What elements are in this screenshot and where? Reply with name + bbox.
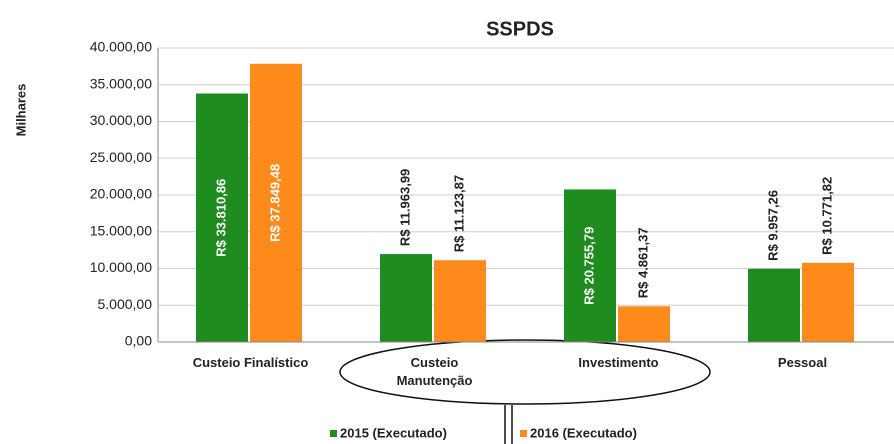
bar (380, 254, 432, 342)
legend-label: 2015 (Executado) (340, 425, 447, 440)
data-label: R$ 10.771,82 (819, 177, 834, 255)
y-tick-label: 35.000,00 (90, 75, 152, 91)
annotation-ellipse (339, 339, 711, 405)
bar (748, 268, 800, 342)
data-label: R$ 11.123,87 (451, 175, 466, 252)
data-label: R$ 4.861,37 (635, 227, 650, 298)
data-label: R$ 9.957,26 (765, 190, 780, 261)
bar (250, 63, 302, 342)
y-tick-label: 10.000,00 (90, 259, 152, 275)
y-tick-label: 25.000,00 (90, 149, 152, 165)
x-tick-label: Custeio Manutenção (396, 355, 473, 388)
bar (564, 189, 616, 342)
chart-title: SSPDS (486, 18, 554, 40)
y-axis-label: Milhares (13, 84, 28, 137)
bar (618, 306, 670, 342)
data-label: R$ 11.963,99 (397, 169, 412, 246)
bar (434, 260, 486, 342)
y-tick-label: 15.000,00 (90, 222, 152, 238)
legend-swatch (330, 430, 337, 437)
bar (196, 93, 248, 343)
x-tick-label: Investimento (578, 355, 659, 370)
y-tick-label: 40.000,00 (90, 39, 152, 55)
data-label: R$ 33.810,86 (213, 179, 228, 257)
legend-swatch (520, 430, 527, 437)
x-tick-label: Custeio Finalístico (192, 355, 309, 370)
data-label: R$ 20.755,79 (581, 227, 596, 305)
y-tick-label: 30.000,00 (90, 112, 152, 128)
data-label: R$ 37.849,48 (267, 164, 282, 242)
x-tick-label: Pessoal (777, 355, 828, 370)
y-tick-label: 0,00 (125, 333, 152, 349)
legend-label: 2016 (Executado) (530, 425, 637, 440)
y-tick-label: 20.000,00 (90, 186, 152, 202)
bar (802, 262, 854, 342)
y-tick-label: 5.000,00 (98, 296, 153, 312)
